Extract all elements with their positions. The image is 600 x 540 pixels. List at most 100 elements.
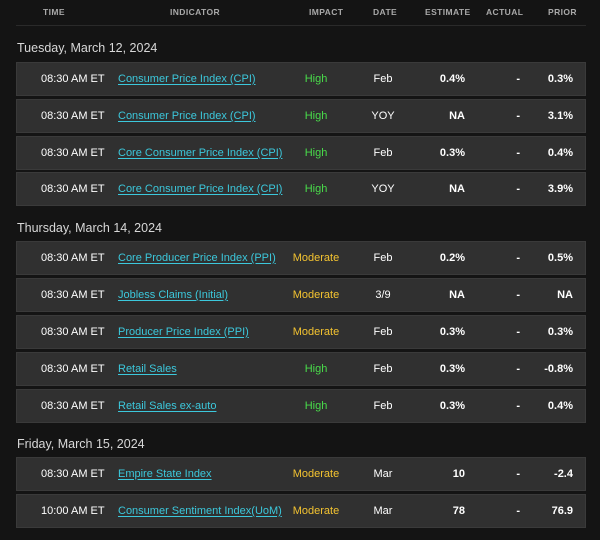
row-date: Feb [373,400,393,412]
row-prior: 0.3% [547,73,573,85]
impact-label: High [304,400,328,412]
indicator-link[interactable]: Core Consumer Price Index (CPI) [118,146,283,159]
impact-label: Moderate [292,289,340,301]
table-row: 08:30 AM ET Consumer Price Index (CPI) Hig… [16,62,586,96]
row-indicator: Core Consumer Price Index (CPI) [118,173,296,205]
row-date: Mar [373,468,393,480]
impact-label: Moderate [292,326,340,338]
row-time: 08:30 AM ET [41,400,105,412]
row-date: Feb [373,147,393,159]
row-time: 08:30 AM ET [41,252,105,264]
group-date-heading: Friday, March 15, 2024 [17,437,145,451]
row-actual: - [516,505,520,517]
impact-label: Moderate [292,468,340,480]
row-prior: -0.8% [544,363,573,375]
row-estimate: NA [449,289,465,301]
table-row: 08:30 AM ET Core Consumer Price Index (CP… [16,136,586,170]
row-indicator: Producer Price Index (PPI) [118,316,296,348]
row-estimate: 0.4% [439,73,465,85]
table-row: 08:30 AM ET Consumer Price Index (CPI) Hig… [16,99,586,133]
row-time: 08:30 AM ET [41,363,105,375]
row-prior: 0.4% [547,400,573,412]
row-date: Feb [373,73,393,85]
row-actual: - [516,289,520,301]
row-time: 08:30 AM ET [41,183,105,195]
table-row: 08:30 AM ET Retail Sales High Feb 0.3% - -0.8% [16,352,586,386]
header-prior: PRIOR [548,7,577,17]
row-date: Feb [373,252,393,264]
row-prior: 3.9% [547,183,573,195]
impact-label: Moderate [292,505,340,517]
row-prior: 0.3% [547,326,573,338]
table-row: 08:30 AM ET Core Producer Price Index (PP… [16,241,586,275]
header-impact: IMPACT [309,7,344,17]
row-prior: NA [557,289,573,301]
row-prior: 0.4% [547,147,573,159]
impact-label: Moderate [292,252,340,264]
impact-label: High [304,183,328,195]
row-date: Feb [373,326,393,338]
indicator-link[interactable]: Consumer Price Index (CPI) [118,109,256,122]
table-row: 10:00 AM ET Consumer Sentiment Index(UoM)… [16,494,586,528]
row-date: YOY [371,110,395,122]
row-estimate: 0.3% [439,363,465,375]
indicator-link[interactable]: Producer Price Index (PPI) [118,325,249,338]
row-indicator: Consumer Price Index (CPI) [118,100,296,132]
row-estimate: 0.2% [439,252,465,264]
row-time: 08:30 AM ET [41,110,105,122]
row-prior: 76.9 [551,505,573,517]
row-time: 08:30 AM ET [41,289,105,301]
indicator-link[interactable]: Core Producer Price Index (PPI) [118,251,276,264]
row-actual: - [516,363,520,375]
row-actual: - [516,183,520,195]
impact-label: High [304,363,328,375]
impact-label: High [304,110,328,122]
header-estimate: ESTIMATE [425,7,471,17]
row-actual: - [516,73,520,85]
header-actual: ACTUAL [486,7,524,17]
row-time: 08:30 AM ET [41,73,105,85]
indicator-link[interactable]: Retail Sales [118,362,177,375]
indicator-link[interactable]: Consumer Sentiment Index(UoM) [118,504,282,517]
row-indicator: Jobless Claims (Initial) [118,279,296,311]
group-date-heading: Tuesday, March 12, 2024 [17,41,158,55]
header-date: DATE [373,7,398,17]
indicator-link[interactable]: Jobless Claims (Initial) [118,288,229,301]
row-indicator: Consumer Price Index (CPI) [118,63,296,95]
row-estimate: NA [449,183,465,195]
row-indicator: Core Consumer Price Index (CPI) [118,137,296,169]
impact-label: High [304,73,328,85]
row-time: 08:30 AM ET [41,326,105,338]
row-indicator: Consumer Sentiment Index(UoM) [118,495,296,527]
row-indicator: Retail Sales ex-auto [118,390,296,422]
header-time: TIME [43,7,65,17]
indicator-link[interactable]: Core Consumer Price Index (CPI) [118,182,283,195]
table-row: 08:30 AM ET Core Consumer Price Index (CP… [16,172,586,206]
row-actual: - [516,468,520,480]
row-actual: - [516,326,520,338]
row-time: 10:00 AM ET [41,505,105,517]
row-indicator: Empire State Index [118,458,296,490]
table-row: 08:30 AM ET Retail Sales ex-auto High Feb 0.… [16,389,586,423]
row-time: 08:30 AM ET [41,468,105,480]
row-estimate: 78 [452,505,465,517]
group-date-heading: Thursday, March 14, 2024 [17,221,162,235]
row-estimate: NA [449,110,465,122]
row-time: 08:30 AM ET [41,147,105,159]
indicator-link[interactable]: Retail Sales ex-auto [118,399,217,412]
indicator-link[interactable]: Empire State Index [118,467,212,480]
row-estimate: 0.3% [439,147,465,159]
indicator-link[interactable]: Consumer Price Index (CPI) [118,72,256,85]
row-date: 3/9 [375,289,391,301]
row-estimate: 0.3% [439,400,465,412]
row-indicator: Retail Sales [118,353,296,385]
impact-label: High [304,147,328,159]
row-date: Feb [373,363,393,375]
row-actual: - [516,147,520,159]
row-actual: - [516,110,520,122]
row-actual: - [516,400,520,412]
table-row: 08:30 AM ET Empire State Index Moderate Mar… [16,457,586,491]
row-estimate: 10 [452,468,465,480]
table-row: 08:30 AM ET Jobless Claims (Initial) Moder… [16,278,586,312]
